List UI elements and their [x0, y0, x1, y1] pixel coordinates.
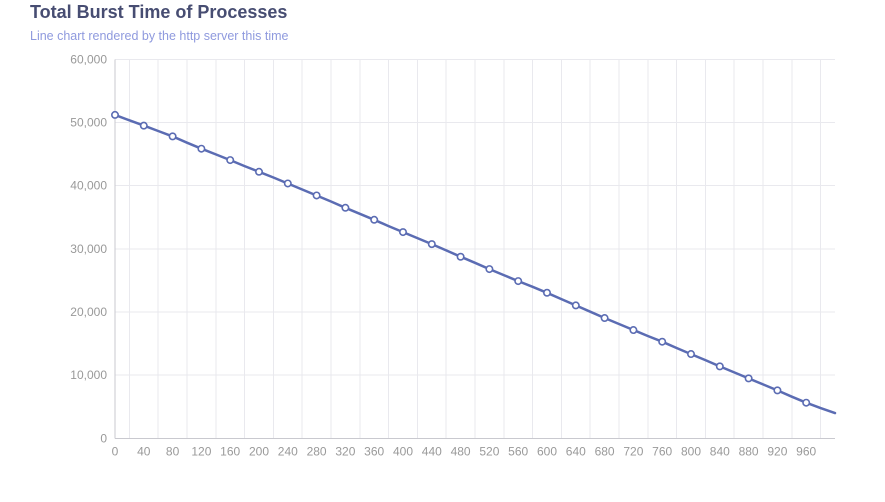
x-tick-label: 40	[137, 444, 151, 458]
y-tick-label: 30,000	[70, 242, 107, 256]
x-tick-label: 240	[278, 444, 298, 458]
x-tick-label: 280	[307, 444, 327, 458]
data-point-marker[interactable]	[600, 314, 609, 323]
x-tick-label: 0	[112, 444, 119, 458]
x-tick-label: 880	[739, 444, 759, 458]
data-point-marker[interactable]	[773, 386, 782, 395]
x-tick-label: 960	[796, 444, 816, 458]
x-tick-label: 400	[393, 444, 413, 458]
data-point-marker[interactable]	[398, 228, 407, 237]
x-tick-label: 680	[595, 444, 615, 458]
x-tick-label: 80	[166, 444, 180, 458]
x-tick-label: 440	[422, 444, 442, 458]
data-point-marker[interactable]	[341, 203, 350, 212]
data-point-marker[interactable]	[542, 288, 551, 297]
x-tick-label: 520	[479, 444, 499, 458]
data-point-marker[interactable]	[370, 215, 379, 224]
y-tick-label: 60,000	[70, 52, 107, 66]
x-tick-label: 720	[623, 444, 643, 458]
y-tick-label: 10,000	[70, 368, 107, 382]
data-point-marker[interactable]	[744, 374, 753, 383]
data-point-marker[interactable]	[168, 132, 177, 141]
data-point-marker[interactable]	[629, 326, 638, 335]
data-point-marker[interactable]	[139, 121, 148, 130]
chart-title: Total Burst Time of Processes	[30, 2, 288, 22]
data-point-marker[interactable]	[514, 277, 523, 286]
data-point-marker[interactable]	[802, 398, 811, 407]
x-tick-label: 160	[220, 444, 240, 458]
data-point-marker[interactable]	[715, 362, 724, 371]
data-point-marker[interactable]	[427, 240, 436, 249]
data-point-marker[interactable]	[485, 265, 494, 274]
x-tick-label: 800	[681, 444, 701, 458]
data-point-marker[interactable]	[111, 110, 120, 119]
x-tick-label: 640	[566, 444, 586, 458]
series-line	[113, 113, 837, 415]
x-tick-label: 760	[652, 444, 672, 458]
data-point-marker[interactable]	[255, 167, 264, 176]
y-tick-label: 50,000	[70, 115, 107, 129]
x-tick-label: 480	[451, 444, 471, 458]
x-tick-label: 600	[537, 444, 557, 458]
data-point-marker[interactable]	[283, 179, 292, 188]
data-point-marker[interactable]	[197, 144, 206, 153]
x-tick-label: 200	[249, 444, 269, 458]
data-point-marker[interactable]	[312, 191, 321, 200]
y-tick-label: 20,000	[70, 305, 107, 319]
data-point-marker[interactable]	[686, 350, 695, 359]
data-point-marker[interactable]	[571, 301, 580, 310]
y-tick-label: 40,000	[70, 179, 107, 193]
x-tick-label: 840	[710, 444, 730, 458]
y-tick-label: 0	[100, 431, 107, 445]
x-tick-label: 560	[508, 444, 528, 458]
data-point-marker[interactable]	[658, 337, 667, 346]
x-tick-label: 360	[364, 444, 384, 458]
x-tick-label: 920	[767, 444, 787, 458]
data-point-marker[interactable]	[226, 156, 235, 165]
x-tick-label: 120	[191, 444, 211, 458]
chart-subtitle: Line chart rendered by the http server t…	[30, 29, 289, 43]
data-point-marker[interactable]	[456, 252, 465, 261]
x-tick-label: 320	[335, 444, 355, 458]
